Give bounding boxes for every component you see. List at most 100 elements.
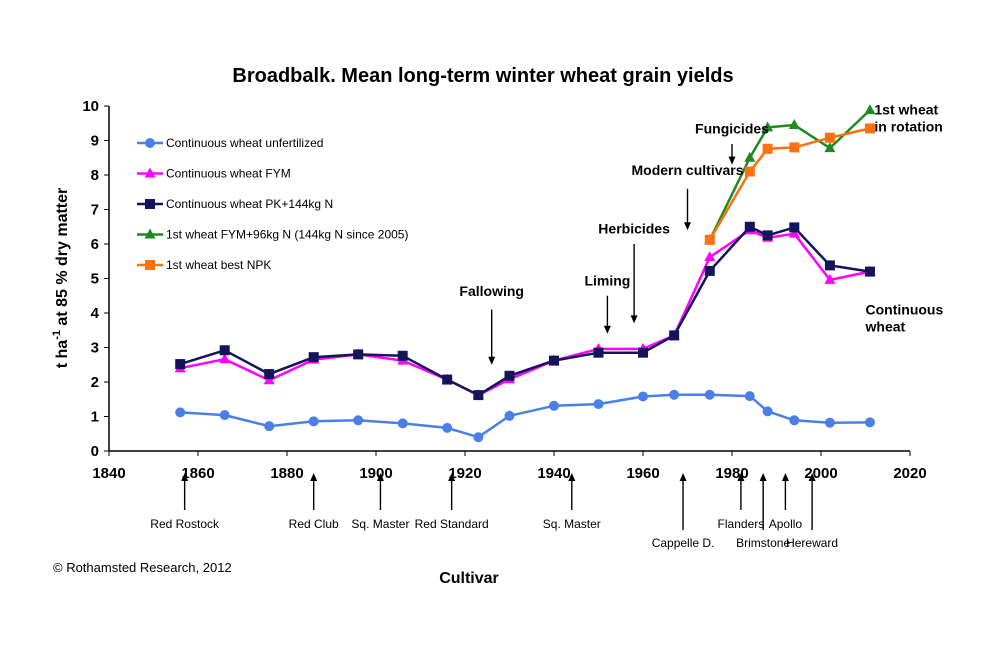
data-point — [263, 374, 275, 385]
cultivar-label: Red Rostock — [150, 517, 220, 531]
cultivar-arrow-head — [448, 473, 456, 481]
annotation: Liming — [584, 272, 630, 334]
annotation-arrow-head — [488, 356, 496, 365]
data-point — [308, 416, 319, 427]
cultivar-marker: Hereward — [786, 473, 838, 550]
cultivar-marker: Red Club — [289, 473, 339, 531]
data-point — [593, 399, 604, 410]
y-tick-label: 6 — [91, 236, 99, 253]
data-point — [864, 104, 876, 115]
annotation-arrow-head — [684, 222, 691, 231]
legend-item: Continuous wheat FYM — [137, 167, 291, 181]
y-tick-label: 1 — [91, 409, 99, 426]
legend: Continuous wheat unfertilized Continuous … — [137, 136, 408, 272]
data-point — [669, 389, 680, 400]
data-point — [744, 391, 755, 402]
legend-item: Continuous wheat PK+144kg N — [137, 197, 333, 211]
data-point — [788, 227, 800, 238]
y-tick-label: 3 — [91, 340, 99, 357]
data-point — [762, 406, 773, 417]
cultivar-arrow-head — [808, 473, 816, 481]
y-axis-label-sup: -1 — [51, 330, 63, 340]
annotation-label: Fungicides — [695, 121, 769, 137]
data-point — [762, 230, 773, 241]
cultivar-label: Sq. Master — [351, 517, 409, 531]
cultivar-marker: Sq. Master — [543, 473, 601, 531]
data-point — [789, 222, 800, 233]
x-tick-label: 1900 — [359, 465, 392, 482]
data-point — [442, 374, 453, 385]
data-point — [219, 353, 231, 364]
data-point — [638, 347, 648, 358]
cultivar-label: Red Club — [289, 517, 339, 531]
legend-label: Continuous wheat PK+144kg N — [166, 197, 333, 211]
data-point — [704, 251, 716, 262]
data-point — [824, 142, 836, 153]
axes: 0 1 2 3 4 5 6 7 8 9 10 1840 1860 1880 1900 1920 1940 1960… — [82, 98, 926, 482]
cultivar-label: Cappelle D. — [652, 536, 715, 550]
series-layer — [174, 104, 876, 443]
annotation-arrow-head — [630, 315, 638, 324]
cultivar-marker: Brimstone — [736, 473, 790, 550]
data-point — [504, 410, 515, 421]
cultivar-arrow-head — [679, 473, 687, 481]
annotation-label: Modern cultivars — [631, 162, 743, 178]
data-point — [549, 400, 559, 411]
cultivar-marker: Red Standard — [415, 473, 489, 531]
data-point — [864, 266, 875, 277]
annotation-label: Fallowing — [459, 283, 524, 299]
x-axis-label: Cultivar — [439, 570, 499, 587]
copyright-note: © Rothamsted Research, 2012 — [53, 560, 232, 575]
data-point — [219, 345, 230, 356]
cultivar-arrow-head — [781, 473, 789, 481]
data-point — [704, 265, 715, 276]
annotation: Fungicides — [695, 121, 769, 165]
cultivar-label: Brimstone — [736, 536, 790, 550]
cultivar-label: Flanders — [718, 517, 765, 531]
series-line — [708, 109, 871, 241]
data-point — [704, 389, 715, 400]
data-point — [744, 166, 755, 177]
cultivar-marker: Red Rostock — [150, 473, 220, 531]
x-tick-label: 1960 — [626, 465, 659, 482]
series-line — [708, 127, 871, 241]
data-point — [824, 273, 836, 284]
data-point — [789, 142, 800, 153]
data-point — [593, 347, 604, 358]
data-point — [669, 330, 680, 341]
cultivar-arrow-head — [568, 473, 576, 481]
legend-item: 1st wheat FYM+96kg N (144kg N since 2005… — [137, 228, 408, 242]
data-point — [219, 410, 230, 421]
annotation-label: Continuous — [866, 302, 944, 318]
data-point — [397, 350, 408, 361]
annotation-label: Herbicides — [598, 221, 670, 237]
annotation-label: wheat — [865, 319, 906, 335]
series-rotation_npk — [704, 123, 875, 245]
series-unfertilized — [175, 389, 875, 443]
legend-label: Continuous wheat unfertilized — [166, 136, 323, 150]
cultivar-label: Hereward — [786, 536, 838, 550]
annotation: Herbicides — [598, 221, 670, 324]
annotation: Fallowing — [459, 283, 524, 365]
data-point — [789, 415, 800, 426]
data-point — [264, 369, 275, 380]
data-point — [744, 151, 756, 162]
y-tick-label: 2 — [91, 374, 99, 391]
y-tick-label: 9 — [91, 133, 99, 150]
legend-item: Continuous wheat unfertilized — [137, 136, 323, 150]
data-point — [353, 415, 364, 426]
data-point — [549, 355, 559, 366]
data-point — [397, 418, 408, 429]
cultivar-arrow-head — [376, 473, 384, 481]
data-point — [175, 407, 186, 418]
chart-title: Broadbalk. Mean long-term winter wheat g… — [232, 65, 733, 87]
data-point — [762, 121, 774, 132]
data-point — [264, 421, 275, 432]
cultivar-label: Sq. Master — [543, 517, 601, 531]
y-tick-label: 5 — [91, 271, 99, 288]
data-point — [824, 417, 835, 428]
data-point — [504, 370, 515, 381]
